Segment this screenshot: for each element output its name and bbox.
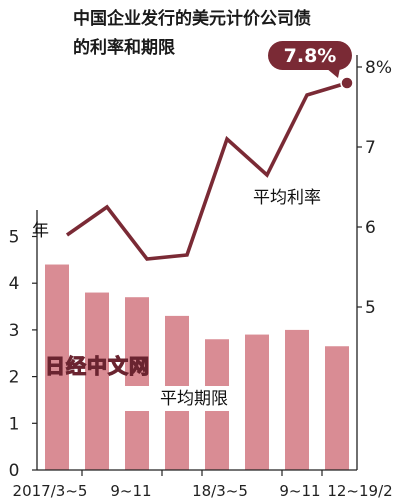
value-callout-pointer (326, 68, 340, 78)
x-tick-label: 18/3~5 (192, 482, 248, 500)
y-tick-label-left: 3 (9, 321, 20, 341)
x-tick-label: 9~11 (110, 482, 151, 500)
y-tick-label-right: 7 (365, 138, 376, 158)
x-tick-label: 9~11 (279, 482, 320, 500)
rate-line (65, 81, 348, 261)
y-tick-label-left: 0 (9, 461, 20, 481)
line-series-label: 平均利率 (253, 188, 321, 208)
bar (325, 346, 349, 470)
label-backdrop (110, 386, 240, 411)
y-tick-label-left: 4 (9, 274, 20, 294)
y-tick-label-right: 5 (365, 298, 376, 318)
y-tick-label-left: 5 (9, 228, 20, 248)
bar (245, 334, 269, 470)
chart-title: 中国企业发行的美元计价公司债 的利率和期限 (73, 8, 311, 58)
left-axis-unit: 年 (32, 221, 49, 241)
axes: 0 1 2 3 4 5 8% 7 6 5 2017/3~5 9~11 18/3~5 9~11 12~19/2 (9, 55, 393, 500)
chart-title-line-2: 的利率和期限 (73, 37, 175, 58)
y-tick-label-left: 1 (9, 414, 20, 434)
y-tick-label-right: 8% (365, 58, 392, 78)
bar (85, 292, 109, 470)
x-tick-label: 2017/3~5 (13, 482, 88, 500)
watermark: 日经中文网 (45, 354, 150, 378)
y-tick-label-left: 2 (9, 368, 20, 388)
x-tick-label: 12~19/2 (327, 482, 392, 500)
bar (45, 264, 69, 470)
value-callout-label: 7.8% (284, 45, 337, 67)
labels: 平均期限 平均利率 年 日经中文网 (32, 188, 321, 409)
chart-title-line-1: 中国企业发行的美元计价公司债 (73, 8, 311, 29)
line-series: 7.8% (65, 41, 354, 261)
bar-annotation-gap (110, 386, 240, 411)
value-callout (268, 41, 352, 70)
y-tick-label-right: 6 (365, 218, 376, 238)
bar (125, 297, 149, 470)
last-point-marker (340, 76, 354, 90)
bar-series-label: 平均期限 (160, 389, 228, 409)
bar (285, 329, 309, 470)
